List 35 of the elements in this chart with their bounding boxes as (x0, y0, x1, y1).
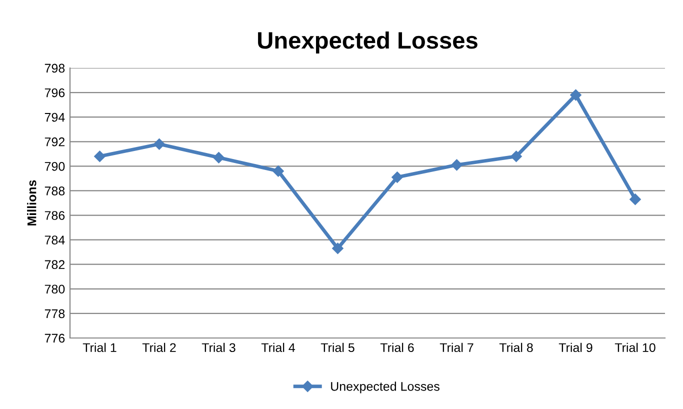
y-tick-label: 782 (44, 260, 65, 270)
y-tick-label: 788 (44, 186, 65, 196)
y-tick-label: 790 (44, 162, 65, 171)
chart-title: Unexpected Losses (258, 31, 478, 54)
y-tick-label: 792 (44, 137, 65, 146)
y-axis-title: Millions (27, 180, 36, 226)
x-tick-label: Trial 4 (261, 342, 296, 352)
x-tick-label: Trial 1 (82, 342, 116, 352)
point (272, 165, 284, 177)
point (630, 194, 641, 205)
x-tick-label: Trial 8 (499, 342, 533, 352)
y-tick-label: 784 (44, 236, 65, 244)
y-tick-label: 780 (44, 284, 65, 294)
x-tick-label: Trial 10 (614, 342, 656, 352)
point (392, 172, 403, 183)
x-tick-label: Trial 3 (202, 342, 236, 352)
x-tick-label: Trial 9 (558, 342, 592, 352)
y-tick-label: 794 (44, 112, 65, 122)
y-tick-label: 776 (44, 334, 65, 343)
point (451, 159, 462, 171)
point (332, 242, 344, 254)
point (510, 150, 522, 162)
x-tick-label: Trial 6 (380, 342, 414, 352)
point (154, 138, 165, 150)
y-tick-label: 778 (44, 309, 65, 318)
x-tick-label: Trial 5 (320, 342, 354, 352)
y-tick-label: 786 (44, 211, 65, 220)
x-tick-label: Trial 2 (142, 342, 176, 352)
legend-label: Unexpected Losses (331, 382, 440, 394)
x-tick-label: Trial 7 (440, 342, 474, 352)
y-tick-label: 796 (44, 88, 65, 98)
point (570, 89, 582, 101)
y-tick-label: 798 (44, 64, 65, 73)
point (94, 150, 106, 162)
point (213, 152, 224, 164)
